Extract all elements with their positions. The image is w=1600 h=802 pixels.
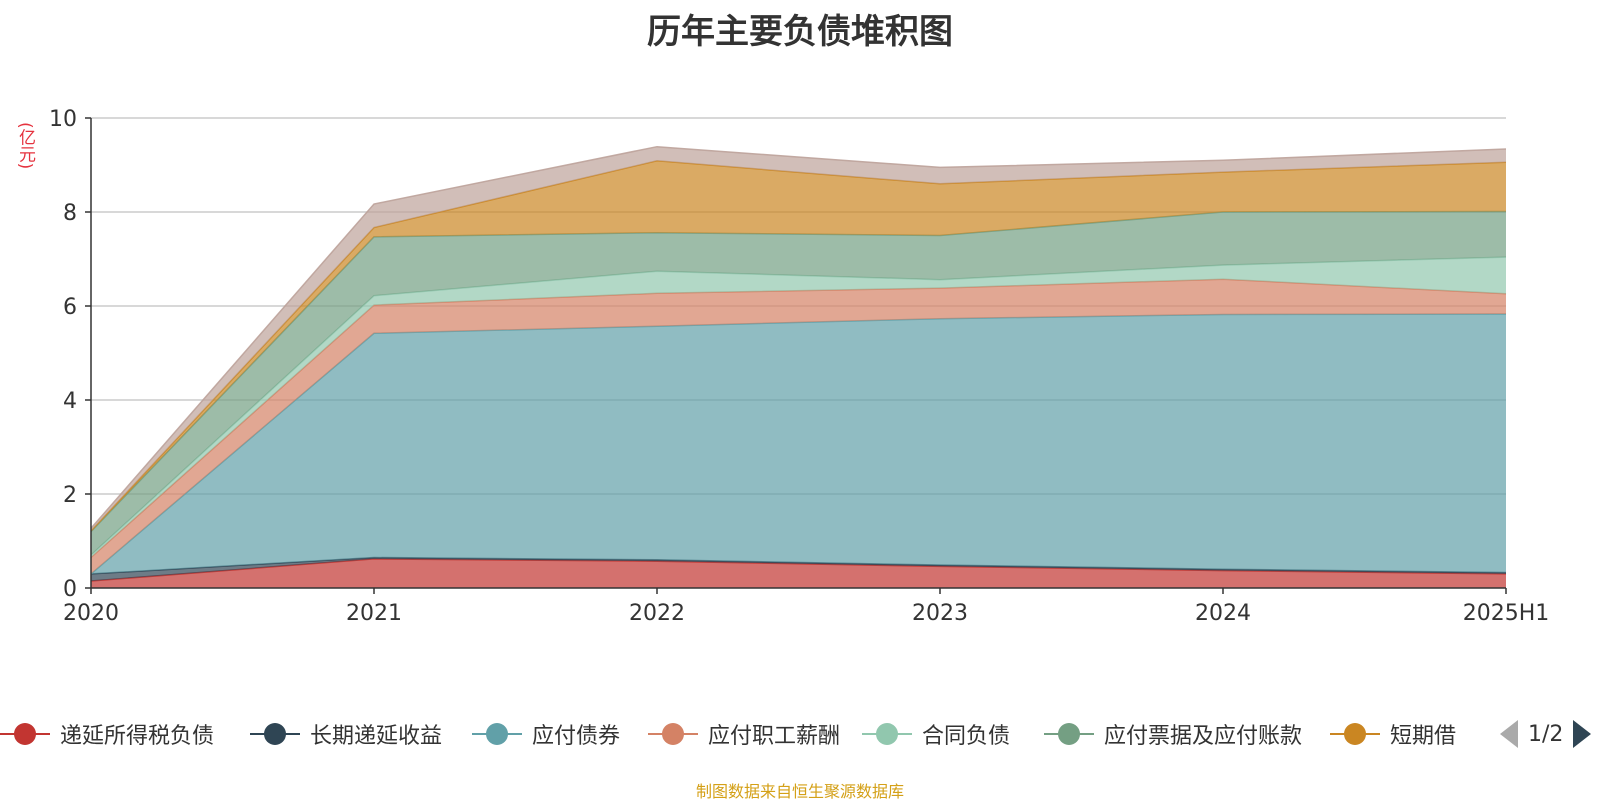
legend-marker-icon bbox=[472, 719, 522, 749]
legend-prev-page-icon[interactable] bbox=[1500, 720, 1518, 748]
legend-item[interactable]: 应付职工薪酬 bbox=[648, 716, 840, 752]
legend-marker-icon bbox=[1330, 719, 1380, 749]
area-series-layer bbox=[90, 145, 1507, 588]
legend-item[interactable]: 应付票据及应付账款 bbox=[1044, 716, 1302, 752]
legend-item[interactable]: 应付债券 bbox=[472, 716, 620, 752]
y-axis-unit-label: (亿元) bbox=[15, 122, 35, 170]
y-tick-label: 2 bbox=[63, 483, 77, 508]
legend-label: 应付债券 bbox=[532, 724, 621, 749]
legend-label: 短期借 bbox=[1390, 724, 1457, 749]
y-tick-label: 8 bbox=[63, 201, 77, 226]
area-series-line-8 bbox=[90, 145, 1507, 529]
legend-label: 应付票据及应付账款 bbox=[1104, 724, 1303, 749]
legend-label: 长期递延收益 bbox=[310, 724, 443, 749]
legend-page-indicator: 1/2 bbox=[1528, 721, 1564, 747]
x-tick-label: 2022 bbox=[629, 601, 685, 626]
legend: 递延所得税负债 长期递延收益 应付债券 应付职工薪酬 合同负债 应付票据及应付账款 短期借 bbox=[0, 716, 1600, 752]
area-series-4 bbox=[91, 279, 1506, 574]
legend-marker-icon bbox=[648, 719, 698, 749]
legend-marker-icon bbox=[0, 719, 50, 749]
x-tick-label: 2025H1 bbox=[1463, 601, 1550, 626]
area-series-1 bbox=[91, 558, 1506, 588]
legend-item[interactable]: 长期递延收益 bbox=[250, 716, 442, 752]
y-tick-label: 6 bbox=[63, 295, 77, 320]
y-tick-label: 4 bbox=[63, 389, 77, 414]
x-tick-label: 2023 bbox=[912, 601, 968, 626]
chart-title: 历年主要负债堆积图 bbox=[647, 12, 953, 52]
area-series-3 bbox=[91, 314, 1506, 574]
x-tick-label: 2024 bbox=[1195, 601, 1251, 626]
axes bbox=[85, 117, 1507, 594]
area-series-6 bbox=[91, 211, 1506, 556]
x-tick-label: 2021 bbox=[346, 601, 402, 626]
legend-label: 合同负债 bbox=[922, 724, 1011, 749]
legend-label: 递延所得税负债 bbox=[60, 724, 215, 749]
legend-label: 应付职工薪酬 bbox=[708, 724, 841, 749]
tick-labels: 0 2 4 6 8 10 2020 2021 2022 2023 2024 2025H1 bbox=[49, 107, 1549, 626]
legend-pager: 1/2 bbox=[1500, 716, 1592, 752]
legend-item[interactable]: 递延所得税负债 bbox=[0, 716, 214, 752]
area-series-line-6 bbox=[90, 210, 1507, 533]
legend-next-page-icon[interactable] bbox=[1573, 720, 1592, 748]
legend-item[interactable]: 合同负债 bbox=[862, 716, 1010, 752]
y-tick-label: 10 bbox=[49, 107, 77, 132]
y-tick-label: 0 bbox=[63, 577, 77, 602]
legend-marker-icon bbox=[1044, 719, 1094, 749]
legend-item[interactable]: 短期借 bbox=[1330, 716, 1456, 752]
source-note: 制图数据来自恒生聚源数据库 bbox=[695, 782, 904, 801]
area-series-7 bbox=[91, 160, 1506, 532]
legend-marker-icon bbox=[250, 719, 300, 749]
x-tick-label: 2020 bbox=[63, 601, 119, 626]
legend-marker-icon bbox=[862, 719, 912, 749]
